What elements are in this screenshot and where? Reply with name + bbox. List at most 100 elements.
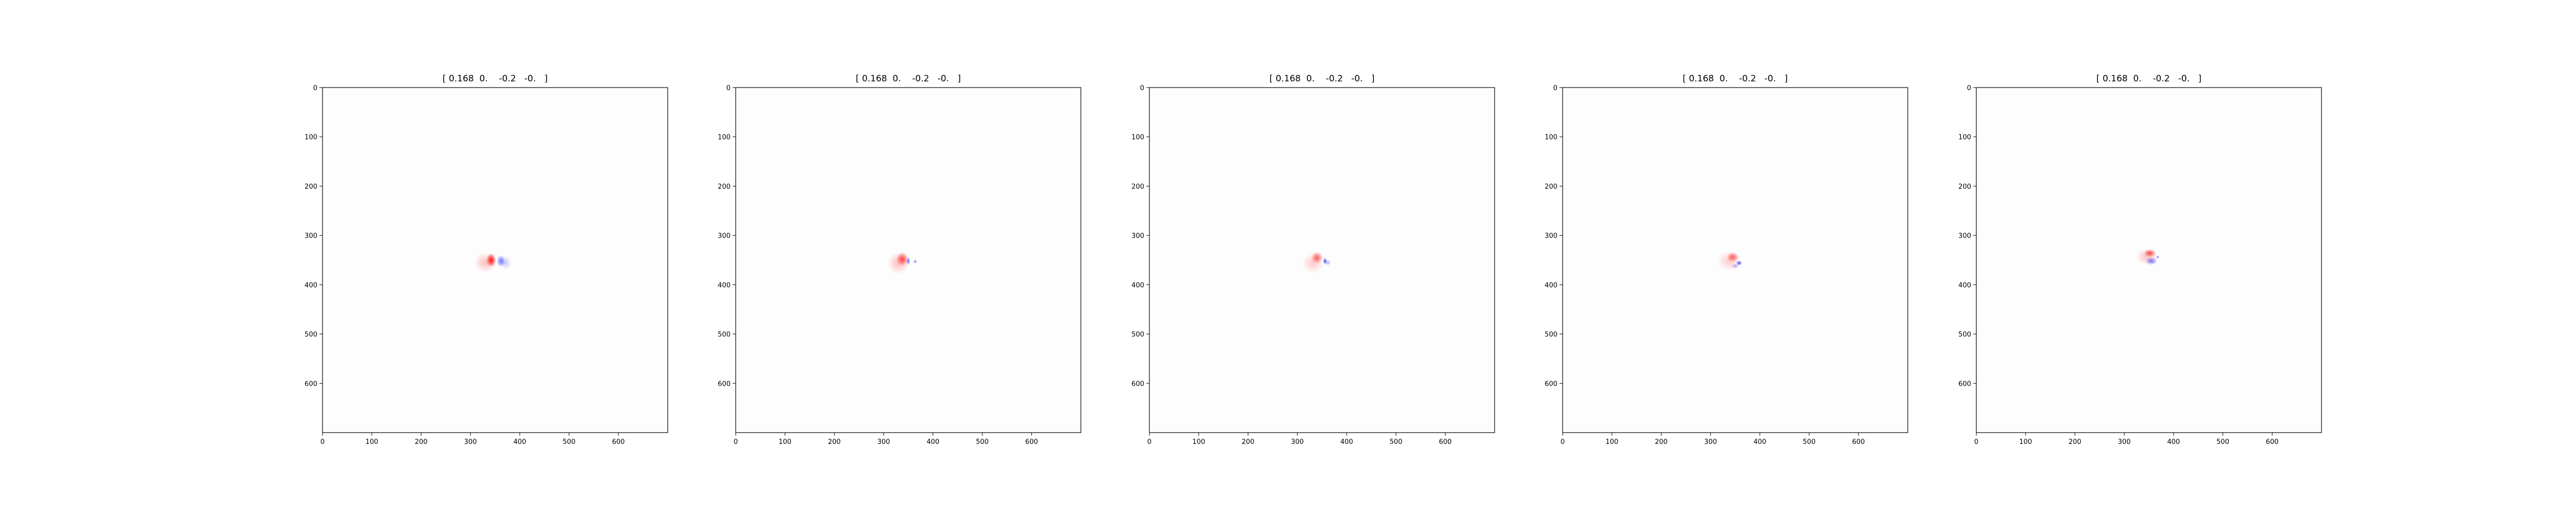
panel-title: [ 0.168 0. -0.2 -0. ] (1683, 74, 1788, 84)
x-tick-label: 600 (1025, 438, 1038, 446)
x-tick-label: 500 (2216, 438, 2229, 446)
y-tick-label: 0 (726, 84, 731, 92)
positive-activation-blob (887, 252, 909, 274)
x-tick-label: 200 (828, 438, 841, 446)
x-tick-label: 100 (1192, 438, 1205, 446)
x-tick-label: 200 (415, 438, 428, 446)
y-tick-label: 100 (1958, 134, 1971, 142)
x-tick-label: 300 (1291, 438, 1304, 446)
y-tick-label: 400 (718, 282, 731, 289)
y-tick-label: 0 (1967, 84, 1971, 92)
x-tick-label: 0 (1974, 438, 1978, 446)
heatmap-features (887, 252, 918, 274)
axes-frame (1562, 87, 1908, 433)
y-tick-label: 400 (1545, 282, 1557, 289)
x-tick-label: 0 (320, 438, 325, 446)
axes-frame (735, 87, 1081, 433)
y-tick-label: 300 (1958, 232, 1971, 240)
axes-frame (322, 87, 668, 433)
x-tick-label: 300 (877, 438, 890, 446)
x-tick-label: 0 (1147, 438, 1151, 446)
y-tick-label: 400 (1131, 282, 1144, 289)
x-tick-label: 600 (2266, 438, 2279, 446)
y-tick-label: 0 (1140, 84, 1144, 92)
y-tick-label: 600 (718, 380, 731, 388)
heatmap-features (1717, 251, 1742, 271)
panel-1: [ 0.168 0. -0.2 -0. ] 0 100 200 300 400 500 600… (304, 74, 668, 446)
heatmap-features (1302, 251, 1331, 273)
x-tick-label: 500 (1803, 438, 1816, 446)
negative-activation-blob (501, 256, 511, 270)
negative-activation-blob (1325, 260, 1331, 266)
y-tick-label: 600 (1958, 380, 1971, 388)
x-tick-label: 0 (734, 438, 738, 446)
x-tick-label: 500 (563, 438, 575, 446)
y-tick-label: 500 (1958, 331, 1971, 339)
y-tick-label: 400 (304, 282, 317, 289)
y-tick-label: 100 (718, 134, 731, 142)
x-tick-label: 600 (1439, 438, 1452, 446)
axes-frame (1976, 87, 2322, 433)
y-tick-label: 0 (313, 84, 317, 92)
y-tick-label: 200 (1958, 183, 1971, 191)
x-tick-label: 300 (1704, 438, 1717, 446)
negative-activation-blob (906, 257, 910, 265)
x-tick-label: 500 (1389, 438, 1402, 446)
x-tick-label: 300 (2118, 438, 2131, 446)
y-tick-label: 500 (304, 331, 317, 339)
heatmap-features (474, 252, 511, 272)
panel-title: [ 0.168 0. -0.2 -0. ] (1269, 74, 1375, 84)
x-tick-label: 200 (2069, 438, 2081, 446)
negative-activation-blob (1731, 263, 1739, 269)
y-tick-label: 600 (1131, 380, 1144, 388)
x-tick-label: 400 (1753, 438, 1766, 446)
x-tick-label: 400 (1340, 438, 1353, 446)
panel-5: [ 0.168 0. -0.2 -0. ] 0 100 200 300 400 500 600… (1958, 74, 2322, 446)
x-tick-label: 600 (1852, 438, 1865, 446)
negative-activation-blob (2145, 257, 2158, 265)
x-tick-label: 600 (612, 438, 625, 446)
y-tick-label: 300 (304, 232, 317, 240)
panel-2: [ 0.168 0. -0.2 -0. ] 0 100 200 300 400 500 600… (718, 74, 1081, 446)
negative-activation-blob (2156, 255, 2160, 259)
y-tick-label: 600 (1545, 380, 1557, 388)
y-tick-label: 200 (1545, 183, 1557, 191)
panel-title: [ 0.168 0. -0.2 -0. ] (856, 74, 961, 84)
x-tick-label: 300 (464, 438, 477, 446)
y-tick-label: 0 (1553, 84, 1557, 92)
heatmap-features (2136, 248, 2160, 265)
y-tick-label: 100 (1545, 134, 1557, 142)
y-tick-label: 200 (1131, 183, 1144, 191)
y-tick-label: 500 (1545, 331, 1557, 339)
y-tick-label: 500 (1131, 331, 1144, 339)
x-tick-label: 200 (1655, 438, 1668, 446)
x-tick-label: 400 (926, 438, 939, 446)
panel-title: [ 0.168 0. -0.2 -0. ] (2096, 74, 2201, 84)
x-tick-label: 200 (1242, 438, 1255, 446)
negative-activation-blob (913, 260, 918, 264)
panel-title: [ 0.168 0. -0.2 -0. ] (443, 74, 548, 84)
x-tick-label: 100 (2019, 438, 2032, 446)
x-tick-label: 0 (1561, 438, 1565, 446)
y-tick-label: 200 (718, 183, 731, 191)
positive-activation-blob (1302, 253, 1324, 273)
x-tick-label: 100 (365, 438, 378, 446)
panel-4: [ 0.168 0. -0.2 -0. ] 0 100 200 300 400 500 600… (1545, 74, 1908, 446)
y-tick-label: 400 (1958, 282, 1971, 289)
panel-3: [ 0.168 0. -0.2 -0. ] 0 100 200 300 400 500 600… (1131, 74, 1495, 446)
x-tick-label: 400 (2167, 438, 2180, 446)
y-tick-label: 100 (304, 134, 317, 142)
x-tick-label: 100 (1605, 438, 1618, 446)
x-tick-label: 500 (976, 438, 989, 446)
x-tick-label: 400 (513, 438, 526, 446)
x-tick-label: 100 (778, 438, 791, 446)
positive-activation-blob (474, 252, 496, 272)
axes-frame (1149, 87, 1495, 433)
y-tick-label: 200 (304, 183, 317, 191)
y-tick-label: 500 (718, 331, 731, 339)
y-tick-label: 300 (718, 232, 731, 240)
y-tick-label: 300 (1131, 232, 1144, 240)
y-tick-label: 600 (304, 380, 317, 388)
y-tick-label: 300 (1545, 232, 1557, 240)
